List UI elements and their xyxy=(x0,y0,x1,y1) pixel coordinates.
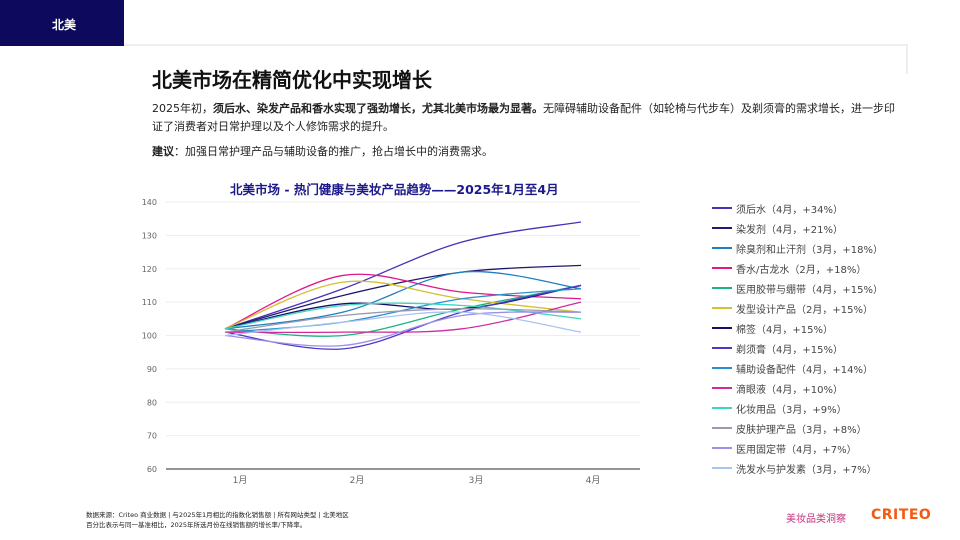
legend-swatch xyxy=(712,207,732,209)
legend-item: 染发剂（4月，+21%） xyxy=(712,218,883,238)
series-line xyxy=(224,284,582,350)
legend-swatch xyxy=(712,247,732,249)
series-line xyxy=(224,221,582,330)
legend-swatch xyxy=(712,467,732,469)
criteo-logo: CRITEO xyxy=(871,507,932,523)
legend-item: 棉签（4月，+15%） xyxy=(712,318,883,338)
intro-text: 2025年初，须后水、染发产品和香水实现了强劲增长，尤其北美市场最为显著。无障碍… xyxy=(152,100,902,136)
x-tick-label: 4月 xyxy=(586,475,601,486)
legend-label: 棉签（4月，+15%） xyxy=(736,324,833,336)
series-line xyxy=(224,284,582,337)
legend-label: 皮肤护理产品（3月，+8%） xyxy=(736,424,867,436)
legend-label: 发型设计产品（2月，+15%） xyxy=(736,304,873,316)
y-tick-label: 70 xyxy=(147,432,157,441)
legend-item: 化妆用品（3月，+9%） xyxy=(712,398,883,418)
series-line xyxy=(224,264,582,330)
y-tick-label: 100 xyxy=(142,332,157,341)
legend-swatch xyxy=(712,387,732,389)
x-tick-label: 2月 xyxy=(350,475,365,486)
series-line xyxy=(224,311,582,337)
y-tick-label: 110 xyxy=(142,298,157,307)
y-tick-label: 60 xyxy=(147,465,157,474)
legend-swatch xyxy=(712,227,732,229)
legend-label: 须后水（4月，+34%） xyxy=(736,204,843,216)
frame-line xyxy=(124,44,908,46)
legend-label: 医用胶带与绷带（4月，+15%） xyxy=(736,284,883,296)
legend-swatch xyxy=(712,427,732,429)
footnote: 数据来源：Criteo 商业数据 | 与2025年1月相比的指数化销售额 | 所… xyxy=(86,510,349,530)
region-tag: 北美 xyxy=(0,0,124,46)
footnote-line: 数据来源：Criteo 商业数据 | 与2025年1月相比的指数化销售额 | 所… xyxy=(86,511,349,519)
legend-item: 医用胶带与绷带（4月，+15%） xyxy=(712,278,883,298)
y-tick-label: 140 xyxy=(142,198,157,207)
legend-swatch xyxy=(712,447,732,449)
series-line xyxy=(224,284,582,330)
legend-swatch xyxy=(712,347,732,349)
intro-bold: 须后水、染发产品和香水实现了强劲增长，尤其北美市场最为显著。 xyxy=(213,102,543,115)
footnote-line: 百分比表示与同一基准相比，2025年所选月份在线销售额的增长率/下降率。 xyxy=(86,521,307,529)
legend-item: 香水/古龙水（2月，+18%） xyxy=(712,258,883,278)
series-line xyxy=(224,308,582,333)
intro-prefix: 2025年初， xyxy=(152,102,213,115)
legend-swatch xyxy=(712,367,732,369)
y-tick-label: 80 xyxy=(147,398,157,407)
legend-item: 须后水（4月，+34%） xyxy=(712,198,883,218)
advice-body: ：加强日常护理产品与辅助设备的推广，抢占增长中的消费需求。 xyxy=(174,145,493,158)
legend-item: 剃须膏（4月，+15%） xyxy=(712,338,883,358)
legend-label: 剃须膏（4月，+15%） xyxy=(736,344,843,356)
legend-item: 洗发水与护发素（3月，+7%） xyxy=(712,458,883,478)
legend-item: 发型设计产品（2月，+15%） xyxy=(712,298,883,318)
series-line xyxy=(224,301,582,334)
legend-item: 皮肤护理产品（3月，+8%） xyxy=(712,418,883,438)
series-line xyxy=(224,280,582,330)
page-title: 北美市场在精简优化中实现增长 xyxy=(152,68,432,92)
series-line xyxy=(224,311,582,347)
legend-label: 滴眼液（4月，+10%） xyxy=(736,384,843,396)
y-tick-label: 90 xyxy=(147,365,157,374)
legend-item: 辅助设备配件（4月，+14%） xyxy=(712,358,883,378)
frame-line xyxy=(906,44,908,74)
y-tick-label: 120 xyxy=(142,265,157,274)
legend-swatch xyxy=(712,287,732,289)
legend-label: 香水/古龙水（2月，+18%） xyxy=(736,264,867,276)
x-tick-label: 1月 xyxy=(233,475,248,486)
legend-swatch xyxy=(712,307,732,309)
legend-item: 医用固定带（4月，+7%） xyxy=(712,438,883,458)
legend-item: 除臭剂和止汗剂（3月，+18%） xyxy=(712,238,883,258)
legend-label: 洗发水与护发素（3月，+7%） xyxy=(736,464,877,476)
legend-label: 辅助设备配件（4月，+14%） xyxy=(736,364,873,376)
brand-label: 美妆品类洞察 xyxy=(786,514,846,525)
chart-legend: 须后水（4月，+34%） 染发剂（4月，+21%） 除臭剂和止汗剂（3月，+18%）… xyxy=(712,198,883,478)
legend-swatch xyxy=(712,267,732,269)
legend-swatch xyxy=(712,407,732,409)
x-tick-label: 3月 xyxy=(469,475,484,486)
legend-label: 除臭剂和止汗剂（3月，+18%） xyxy=(736,244,883,256)
advice-text: 建议：加强日常护理产品与辅助设备的推广，抢占增长中的消费需求。 xyxy=(152,143,493,159)
legend-label: 医用固定带（4月，+7%） xyxy=(736,444,857,456)
legend-swatch xyxy=(712,327,732,329)
advice-label: 建议 xyxy=(152,145,174,158)
chart-title: 北美市场 - 热门健康与美妆产品趋势——2025年1月至4月 xyxy=(230,182,559,197)
y-tick-label: 130 xyxy=(142,231,157,240)
legend-label: 染发剂（4月，+21%） xyxy=(736,224,843,236)
legend-item: 滴眼液（4月，+10%） xyxy=(712,378,883,398)
legend-label: 化妆用品（3月，+9%） xyxy=(736,404,847,416)
intro-rest: 无障碍辅助设备配件（如轮椅与代步车）及剃须膏的需求增长，进一步印证了消费者对日常… xyxy=(152,102,895,133)
